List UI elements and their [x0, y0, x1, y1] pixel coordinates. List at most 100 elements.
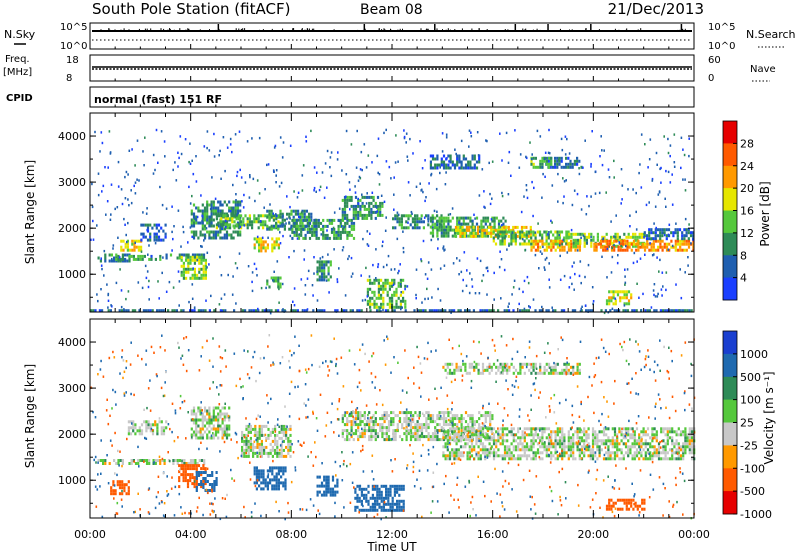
echo-cell	[465, 164, 467, 167]
echo-cell	[357, 214, 359, 217]
echo-cell	[318, 237, 320, 240]
echo-cell	[686, 240, 688, 243]
noise-speckle	[581, 208, 583, 210]
echo-cell	[154, 236, 156, 239]
echo-cell	[371, 297, 373, 300]
echo-cell	[651, 249, 653, 252]
echo-cell	[309, 231, 311, 234]
noise-speckle	[629, 225, 631, 227]
echo-cell	[203, 265, 205, 268]
noise-speckle	[117, 237, 119, 239]
echo-cell	[511, 454, 513, 457]
echo-cell	[278, 472, 280, 475]
echo-cell	[198, 262, 200, 265]
echo-cell	[135, 258, 137, 261]
noise-speckle	[119, 256, 121, 258]
noise-speckle	[595, 192, 597, 194]
echo-cell	[386, 417, 388, 420]
echo-cell	[211, 437, 213, 440]
echo-cell	[213, 213, 215, 216]
echo-cell	[469, 164, 471, 167]
noise-speckle	[320, 257, 322, 259]
echo-cell	[379, 202, 381, 205]
noise-speckle	[241, 200, 243, 202]
echo-cell	[331, 228, 333, 231]
noise-speckle	[395, 161, 397, 163]
echo-cell	[384, 426, 386, 429]
echo-cell	[344, 423, 346, 426]
echo-cell	[192, 459, 194, 462]
echo-cell	[495, 234, 497, 237]
echo-cell	[555, 445, 557, 448]
echo-cell	[524, 243, 526, 246]
echo-cell	[457, 229, 459, 232]
echo-cell	[514, 226, 516, 229]
echo-cell	[267, 428, 269, 431]
echo-cell	[619, 299, 621, 302]
echo-cell	[241, 440, 243, 443]
echo-cell	[364, 196, 366, 199]
echo-cell	[235, 207, 237, 210]
echo-cell	[139, 258, 141, 261]
echo-cell	[227, 223, 229, 226]
echo-cell	[248, 443, 250, 446]
echo-cell	[401, 426, 403, 429]
noise-speckle	[251, 281, 253, 283]
echo-cell	[374, 503, 376, 506]
noise-speckle	[257, 179, 259, 181]
echo-cell	[389, 485, 391, 488]
echo-cell	[200, 259, 202, 262]
echo-cell	[375, 435, 377, 438]
echo-cell	[213, 407, 215, 410]
echo-cell	[269, 478, 271, 481]
echo-cell	[385, 485, 387, 488]
echo-cell	[626, 290, 628, 293]
echo-cell	[604, 249, 606, 252]
nsky-tick-top: 10^5	[60, 22, 87, 33]
noise-speckle	[135, 182, 137, 184]
echo-cell	[191, 231, 193, 234]
echo-cell	[158, 239, 160, 242]
noise-speckle	[293, 250, 295, 252]
echo-cell	[195, 431, 197, 434]
echo-cell	[382, 285, 384, 288]
echo-cell	[295, 210, 297, 213]
echo-cell	[263, 425, 265, 428]
echo-cell	[370, 202, 372, 205]
echo-cell	[289, 440, 291, 443]
echo-cell	[432, 420, 434, 423]
echo-cell	[511, 430, 513, 433]
noise-speckle	[641, 309, 643, 311]
echo-cell	[344, 199, 346, 202]
echo-cell	[373, 420, 375, 423]
echo-cell	[662, 249, 664, 252]
echo-cell	[332, 476, 334, 479]
echo-cell	[505, 220, 507, 223]
noise-speckle	[230, 210, 232, 212]
echo-cell	[381, 509, 383, 512]
echo-cell	[590, 242, 592, 245]
echo-cell	[402, 297, 404, 300]
noise-speckle	[385, 129, 387, 131]
noise-speckle	[110, 152, 112, 154]
echo-cell	[342, 208, 344, 211]
echo-cell	[393, 279, 395, 282]
noise-speckle	[352, 273, 354, 275]
echo-cell	[506, 226, 508, 229]
echo-cell	[524, 436, 526, 439]
echo-cell	[421, 429, 423, 432]
echo-cell	[554, 160, 556, 163]
echo-cell	[537, 427, 539, 430]
echo-cell	[356, 506, 358, 509]
noise-speckle	[148, 286, 150, 288]
echo-cell	[319, 278, 321, 281]
echo-cell	[683, 228, 685, 231]
echo-cell	[206, 410, 208, 413]
echo-cell	[259, 449, 261, 452]
echo-cell	[355, 208, 357, 211]
echo-cell	[403, 500, 405, 503]
echo-cell	[322, 231, 324, 234]
echo-cell	[289, 425, 291, 428]
echo-cell	[504, 240, 506, 243]
echo-cell	[414, 438, 416, 441]
